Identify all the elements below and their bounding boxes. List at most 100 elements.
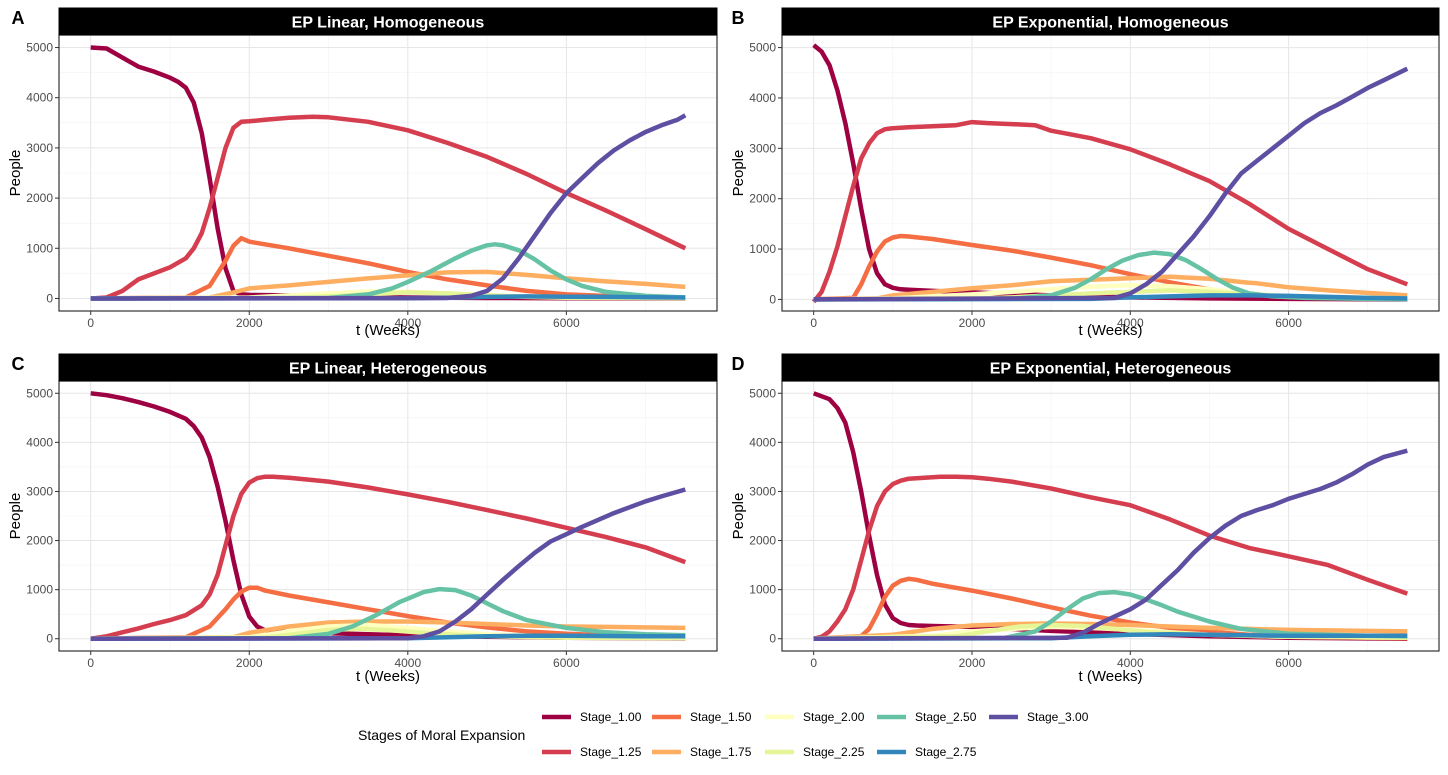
facet-strip — [781, 353, 1440, 382]
y-tick-label: 0 — [46, 291, 53, 305]
panel-tag: A — [12, 8, 25, 28]
y-tick-label: 2000 — [26, 534, 53, 548]
series-line-stage-1-75 — [90, 269, 686, 301]
y-tick-label: 1000 — [749, 583, 776, 597]
legend-item: Stage_2.50 — [877, 710, 977, 724]
y-tick-label: 4000 — [749, 91, 776, 105]
legend-label: Stage_2.25 — [803, 745, 865, 759]
series-line-stage-1-00 — [90, 391, 686, 641]
y-tick-label: 1000 — [749, 242, 776, 256]
legend-label: Stage_1.00 — [580, 710, 642, 724]
x-tick-label: 0 — [810, 316, 817, 330]
legend-item: Stage_2.75 — [877, 745, 977, 759]
series-lines — [811, 43, 1409, 304]
y-tick-label: 0 — [769, 632, 776, 646]
x-axis-title: t (Weeks) — [356, 322, 420, 339]
y-tick-label: 2000 — [749, 192, 776, 206]
legend-item: Stage_3.00 — [989, 710, 1089, 724]
legend-label: Stage_3.00 — [1027, 710, 1089, 724]
y-tick-label: 5000 — [26, 386, 53, 400]
series-line-stage-2-50 — [90, 586, 686, 641]
series-line-stage-2-75 — [813, 632, 1408, 641]
y-tick-label: 2000 — [749, 534, 776, 548]
legend-label: Stage_1.75 — [690, 745, 752, 759]
x-tick-label: 4000 — [1117, 656, 1144, 670]
legend-label: Stage_1.25 — [580, 745, 642, 759]
series-lines — [812, 391, 1409, 641]
facet-title: EP Exponential, Heterogeneous — [990, 361, 1232, 378]
y-axis-title: People — [7, 150, 24, 197]
legend: Stages of Moral Expansion Stage_1.00 Stag… — [358, 710, 1089, 759]
y-axis-title: People — [730, 493, 747, 540]
x-axis-title: t (Weeks) — [1079, 668, 1143, 685]
legend-label: Stage_2.75 — [915, 745, 977, 759]
x-tick-label: 4000 — [394, 316, 421, 330]
y-tick-label: 3000 — [26, 141, 53, 155]
x-tick-label: 2000 — [959, 316, 986, 330]
legend-item: Stage_2.25 — [765, 745, 865, 759]
y-tick-label: 4000 — [749, 435, 776, 449]
y-tick-label: 3000 — [26, 484, 53, 498]
series-line-stage-1-00 — [812, 391, 1408, 641]
y-tick-label: 2000 — [26, 191, 53, 205]
x-tick-label: 0 — [810, 656, 817, 670]
legend-item: Stage_2.00 — [765, 710, 865, 724]
panel-tag: B — [732, 8, 745, 28]
legend-item: Stage_1.50 — [652, 710, 752, 724]
facet-title: EP Linear, Homogeneous — [292, 15, 485, 32]
panel-B: EP Exponential, Homogeneous B 0 1000 2000 300… — [730, 7, 1440, 339]
y-tick-label: 5000 — [749, 386, 776, 400]
y-tick-label: 0 — [46, 632, 53, 646]
series-line-stage-3-00 — [90, 113, 687, 301]
series-line-stage-1-25 — [813, 474, 1409, 641]
facet-strip — [781, 7, 1440, 36]
x-tick-label: 6000 — [1275, 656, 1302, 670]
x-tick-label: 2000 — [236, 316, 263, 330]
facet-strip — [58, 353, 718, 382]
x-tick-label: 4000 — [394, 656, 421, 670]
series-line-stage-3-00 — [813, 448, 1408, 641]
x-axis-title: t (Weeks) — [1079, 322, 1143, 339]
y-axis-title: People — [7, 493, 24, 540]
series-line-stage-1-25 — [90, 114, 687, 301]
legend-label: Stage_2.50 — [915, 710, 977, 724]
y-tick-label: 4000 — [26, 435, 53, 449]
series-lines — [90, 45, 687, 301]
x-tick-label: 0 — [87, 656, 94, 670]
facet-title: EP Exponential, Homogeneous — [992, 15, 1228, 32]
x-tick-label: 2000 — [959, 656, 986, 670]
y-tick-label: 5000 — [26, 41, 53, 55]
series-line-stage-3-00 — [90, 487, 686, 641]
x-tick-label: 2000 — [236, 656, 263, 670]
y-tick-label: 3000 — [749, 484, 776, 498]
legend-label: Stage_1.50 — [690, 710, 752, 724]
series-line-stage-2-50 — [813, 589, 1408, 641]
facet-strip — [58, 7, 718, 36]
series-line-stage-1-25 — [811, 119, 1409, 304]
y-tick-label: 1000 — [26, 241, 53, 255]
y-tick-label: 4000 — [26, 91, 53, 105]
panel-C: EP Linear, Heterogeneous C 0 1000 2000 3000 40… — [7, 353, 718, 685]
panel-tag: D — [732, 354, 745, 374]
series-line-stage-1-75 — [813, 621, 1408, 641]
x-tick-label: 6000 — [1275, 316, 1302, 330]
panel-D: EP Exponential, Heterogeneous D 0 1000 2000 3… — [730, 353, 1440, 685]
legend-title: Stages of Moral Expansion — [358, 727, 525, 743]
series-lines — [90, 391, 687, 641]
legend-item: Stage_1.00 — [542, 710, 642, 724]
legend-label: Stage_2.00 — [803, 710, 865, 724]
x-tick-label: 6000 — [553, 656, 580, 670]
x-tick-label: 0 — [87, 316, 94, 330]
x-tick-label: 4000 — [1117, 316, 1144, 330]
series-line-stage-1-50 — [90, 585, 686, 641]
facet-title: EP Linear, Heterogeneous — [289, 361, 487, 378]
y-tick-label: 1000 — [26, 583, 53, 597]
legend-item: Stage_1.25 — [542, 745, 642, 759]
series-line-stage-1-25 — [90, 474, 687, 641]
series-line-stage-1-75 — [813, 274, 1408, 302]
series-line-stage-2-50 — [90, 242, 686, 301]
series-line-stage-3-00 — [813, 66, 1409, 302]
x-tick-label: 6000 — [553, 316, 580, 330]
series-line-stage-1-75 — [90, 619, 686, 641]
